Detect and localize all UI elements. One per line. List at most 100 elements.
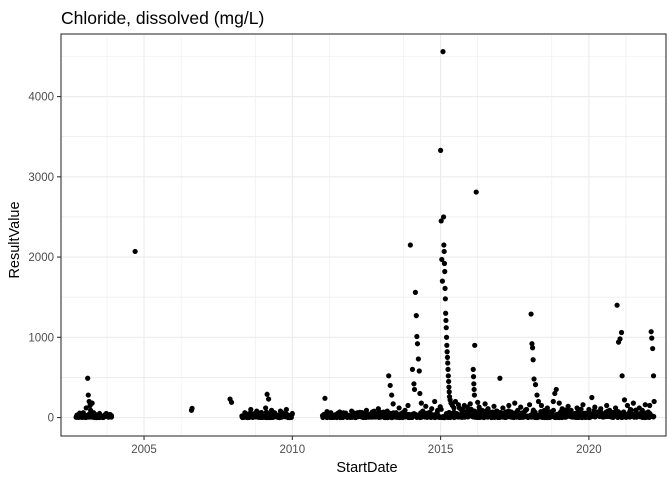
y-tick-label: 3000 bbox=[28, 172, 54, 184]
data-point bbox=[440, 49, 446, 55]
data-point bbox=[444, 342, 450, 348]
data-point bbox=[417, 390, 423, 397]
axis-ticks: 2005 2010 2015 2020 0 1000 2000 3000 4000 bbox=[28, 92, 601, 456]
data-point bbox=[389, 392, 395, 398]
data-point bbox=[441, 242, 447, 248]
data-point bbox=[647, 402, 653, 409]
y-tick-label: 0 bbox=[48, 413, 54, 425]
data-point bbox=[532, 409, 538, 415]
data-point bbox=[283, 406, 289, 413]
data-point bbox=[439, 278, 445, 284]
data-point bbox=[228, 399, 235, 405]
data-point bbox=[409, 366, 416, 372]
data-point bbox=[470, 374, 477, 380]
x-tick-label: 2015 bbox=[428, 444, 454, 456]
data-point bbox=[411, 381, 417, 387]
data-point bbox=[445, 373, 451, 379]
data-point bbox=[446, 389, 452, 395]
data-point bbox=[407, 242, 413, 248]
x-axis-title: StartDate bbox=[336, 460, 397, 476]
data-point bbox=[416, 368, 422, 374]
data-point bbox=[621, 397, 628, 403]
data-point bbox=[500, 405, 506, 411]
data-point bbox=[440, 214, 447, 220]
x-tick-label: 2020 bbox=[576, 444, 602, 456]
data-point bbox=[412, 289, 418, 295]
data-point bbox=[444, 349, 450, 355]
data-point bbox=[432, 398, 438, 405]
data-point bbox=[493, 408, 499, 414]
data-point bbox=[439, 256, 445, 263]
data-point bbox=[441, 248, 447, 255]
data-point bbox=[482, 401, 488, 407]
data-point bbox=[651, 413, 657, 420]
data-point bbox=[472, 342, 478, 348]
data-point bbox=[451, 405, 457, 411]
data-point bbox=[446, 384, 452, 390]
data-point bbox=[518, 404, 524, 410]
data-point bbox=[642, 402, 648, 408]
data-point bbox=[423, 403, 429, 409]
data-point bbox=[580, 402, 586, 408]
grid-lines bbox=[61, 34, 666, 436]
data-point bbox=[363, 407, 370, 413]
data-point bbox=[415, 356, 421, 362]
data-point bbox=[189, 405, 195, 411]
data-point bbox=[556, 400, 562, 406]
data-point bbox=[475, 399, 481, 405]
data-point bbox=[470, 366, 476, 372]
data-point bbox=[386, 373, 392, 379]
data-point bbox=[630, 400, 636, 406]
data-point bbox=[258, 409, 265, 416]
data-point bbox=[442, 296, 448, 302]
data-point bbox=[248, 406, 254, 413]
data-point bbox=[617, 336, 623, 342]
data-point bbox=[589, 394, 595, 401]
data-point bbox=[651, 398, 657, 405]
data-point bbox=[413, 313, 419, 319]
data-point bbox=[491, 403, 497, 409]
data-point bbox=[650, 373, 657, 379]
x-tick-label: 2005 bbox=[131, 444, 157, 456]
data-point bbox=[446, 378, 452, 385]
data-point bbox=[418, 400, 424, 406]
data-point bbox=[390, 401, 396, 407]
data-point bbox=[405, 402, 411, 409]
data-point bbox=[132, 248, 138, 255]
data-point bbox=[264, 391, 270, 397]
data-points bbox=[73, 49, 657, 421]
panel-border bbox=[60, 33, 667, 437]
data-point bbox=[619, 373, 625, 379]
data-point bbox=[497, 375, 503, 381]
data-point bbox=[387, 382, 393, 389]
data-point bbox=[263, 405, 269, 411]
data-point bbox=[83, 405, 89, 411]
data-point bbox=[650, 345, 656, 352]
data-point bbox=[649, 335, 655, 341]
data-point bbox=[322, 395, 328, 401]
data-point bbox=[89, 400, 95, 406]
data-point bbox=[471, 386, 477, 393]
data-point bbox=[289, 411, 295, 417]
data-point bbox=[628, 407, 634, 413]
data-point bbox=[552, 390, 558, 397]
data-point bbox=[618, 329, 625, 336]
data-point bbox=[624, 402, 631, 409]
data-point bbox=[411, 386, 418, 393]
data-point bbox=[532, 382, 539, 388]
data-point bbox=[443, 334, 450, 340]
y-tick-label: 1000 bbox=[28, 332, 54, 344]
data-point bbox=[553, 386, 559, 393]
data-point bbox=[85, 375, 91, 381]
data-point bbox=[648, 329, 654, 335]
x-tick-label: 2010 bbox=[280, 444, 306, 456]
data-point bbox=[529, 345, 536, 351]
data-point bbox=[445, 366, 451, 372]
data-point bbox=[471, 381, 477, 387]
data-point bbox=[438, 406, 444, 412]
data-point bbox=[534, 392, 540, 398]
data-point bbox=[550, 407, 557, 413]
data-point bbox=[443, 317, 449, 324]
data-point bbox=[529, 341, 535, 347]
